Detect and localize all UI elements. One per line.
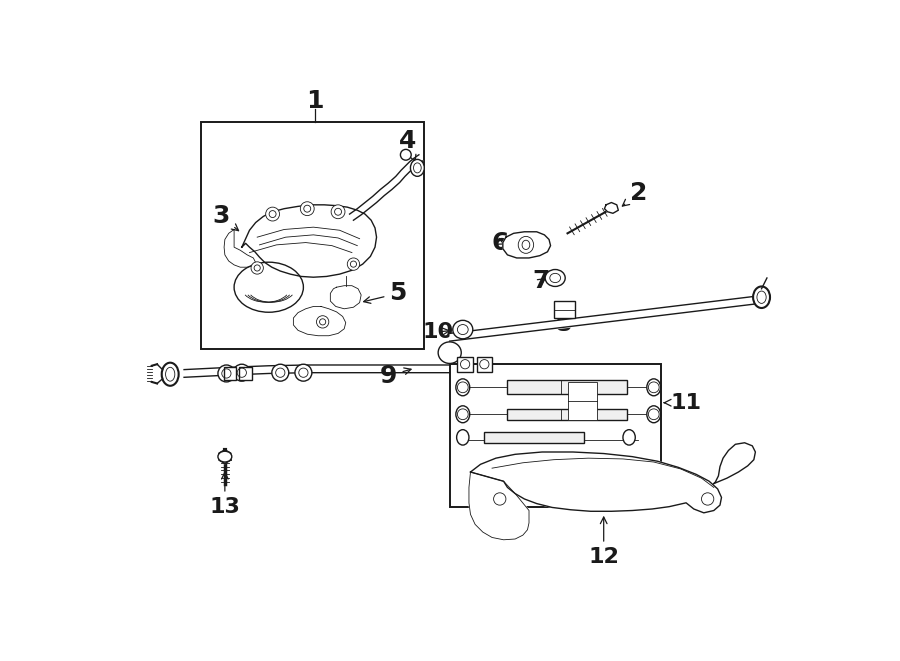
Ellipse shape (400, 149, 411, 160)
Ellipse shape (410, 159, 424, 176)
Circle shape (295, 364, 312, 381)
Polygon shape (471, 452, 722, 513)
Text: 3: 3 (212, 204, 238, 231)
Polygon shape (224, 229, 256, 267)
Bar (568, 382, 597, 420)
Polygon shape (503, 232, 551, 258)
Ellipse shape (162, 363, 179, 386)
Polygon shape (219, 449, 231, 463)
Bar (484, 432, 584, 443)
Circle shape (301, 202, 314, 215)
Circle shape (272, 364, 289, 381)
Polygon shape (605, 202, 618, 214)
Circle shape (251, 262, 264, 274)
Bar (224, 367, 237, 380)
Ellipse shape (453, 321, 472, 339)
Polygon shape (469, 472, 529, 540)
Circle shape (331, 205, 345, 219)
Bar (201, 122, 424, 349)
Polygon shape (330, 286, 361, 309)
Polygon shape (349, 155, 423, 220)
Text: 11: 11 (664, 393, 702, 412)
Bar (477, 356, 492, 372)
Circle shape (233, 364, 250, 381)
Ellipse shape (456, 430, 469, 445)
Ellipse shape (456, 379, 470, 396)
Ellipse shape (438, 342, 461, 364)
Text: 4: 4 (399, 129, 416, 162)
Bar (508, 380, 626, 394)
Bar (450, 364, 662, 507)
Circle shape (347, 258, 360, 270)
Bar (508, 409, 626, 420)
Ellipse shape (234, 262, 303, 312)
Polygon shape (293, 307, 346, 336)
Circle shape (266, 207, 280, 221)
Polygon shape (242, 205, 376, 277)
Bar (457, 356, 472, 372)
Text: 1: 1 (306, 89, 324, 113)
Ellipse shape (647, 379, 661, 396)
Ellipse shape (456, 406, 470, 423)
Ellipse shape (545, 270, 565, 286)
Text: 10: 10 (423, 322, 454, 342)
Bar (239, 367, 252, 380)
Text: 2: 2 (623, 181, 647, 206)
Text: 7: 7 (533, 269, 550, 293)
Ellipse shape (218, 451, 232, 462)
Ellipse shape (623, 430, 635, 445)
Text: 9: 9 (380, 364, 411, 388)
Text: 13: 13 (210, 473, 240, 517)
Polygon shape (714, 443, 755, 484)
Text: 8: 8 (555, 312, 572, 336)
Circle shape (317, 316, 328, 328)
Ellipse shape (647, 406, 661, 423)
Circle shape (218, 365, 235, 382)
Ellipse shape (753, 286, 770, 308)
Text: 5: 5 (364, 282, 407, 305)
Bar (554, 301, 575, 318)
Text: 12: 12 (589, 517, 619, 566)
Text: 6: 6 (491, 231, 509, 254)
